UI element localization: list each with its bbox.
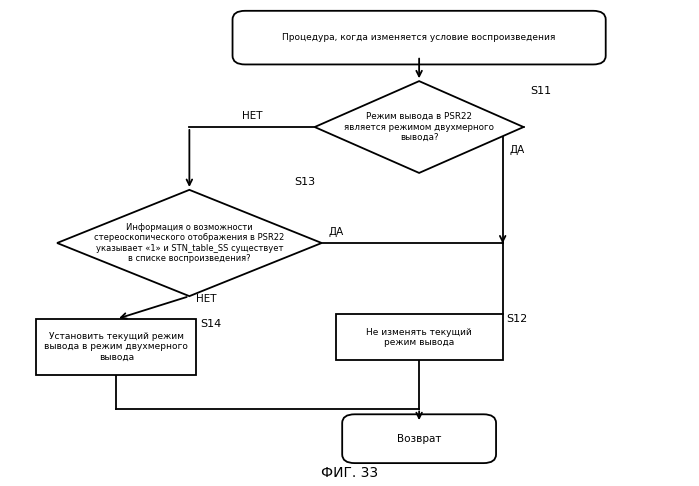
Bar [336,314,503,360]
Text: S14: S14 [200,319,221,329]
Text: Возврат: Возврат [397,434,441,444]
Polygon shape [57,190,322,296]
Text: ДА: ДА [510,145,525,155]
Text: Не изменять текущий
режим вывода: Не изменять текущий режим вывода [366,328,472,347]
Text: НЕТ: НЕТ [196,294,217,304]
Text: Установить текущий режим
вывода в режим двухмерного
вывода: Установить текущий режим вывода в режим … [44,332,188,362]
Text: S11: S11 [531,86,552,96]
Text: НЕТ: НЕТ [242,111,262,121]
Text: ФИГ. 33: ФИГ. 33 [321,466,378,480]
Text: S12: S12 [506,314,528,324]
Text: Информация о возможности
стереоскопического отображения в PSR22
указывает «1» и : Информация о возможности стереоскопическ… [94,223,284,263]
Bar [36,319,196,375]
Polygon shape [315,81,524,173]
Text: ДА: ДА [329,227,344,237]
FancyBboxPatch shape [233,11,606,65]
FancyBboxPatch shape [343,414,496,463]
Text: S13: S13 [294,177,315,188]
Text: Процедура, когда изменяется условие воспроизведения: Процедура, когда изменяется условие восп… [282,33,556,42]
Text: Режим вывода в PSR22
является режимом двухмерного
вывода?: Режим вывода в PSR22 является режимом дв… [344,112,494,142]
